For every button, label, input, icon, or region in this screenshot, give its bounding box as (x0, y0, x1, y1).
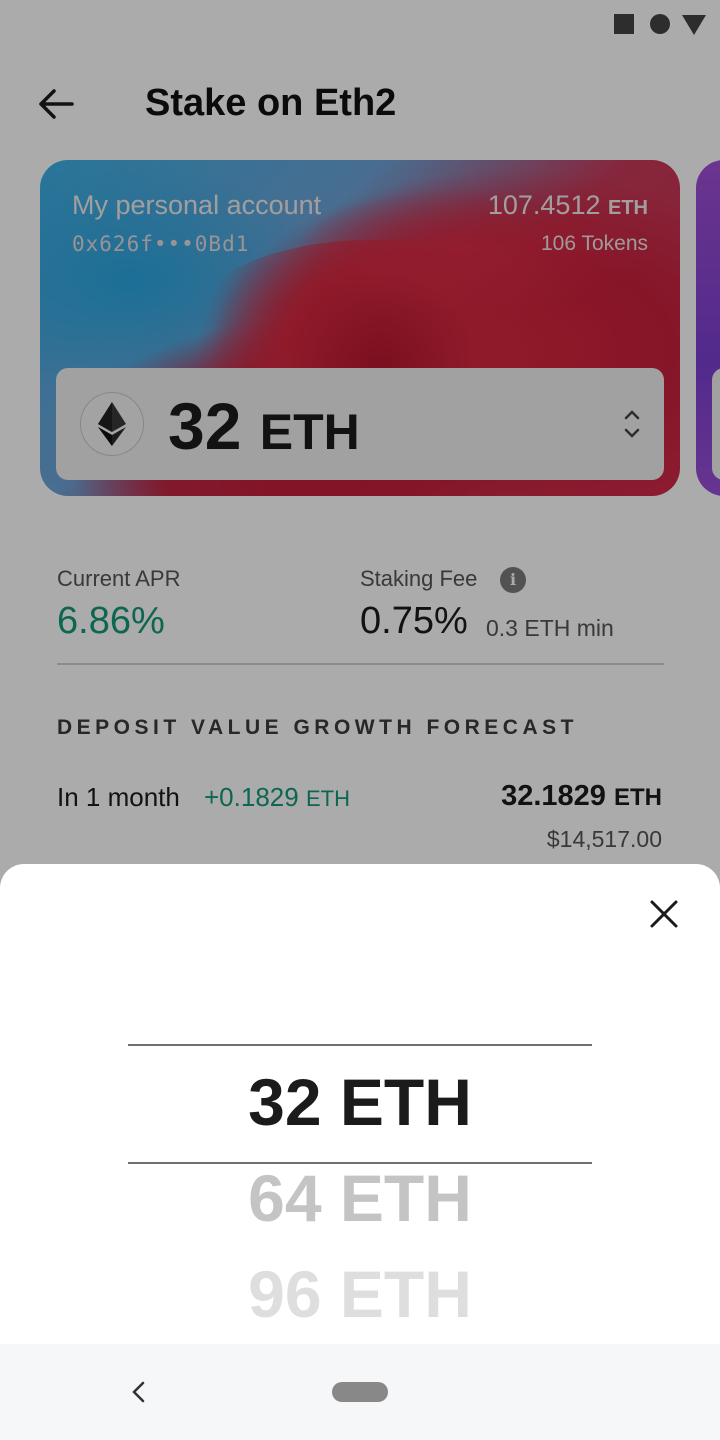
stake-amount-selector[interactable]: 32 ETH (56, 368, 664, 480)
forecast-gain-unit: ETH (305, 786, 350, 811)
stake-amount: 32 ETH (168, 388, 360, 464)
picker-option-unit: ETH (339, 1161, 472, 1235)
account-token-count: 106 Tokens (540, 232, 648, 255)
picker-option[interactable]: 96 ETH (0, 1256, 720, 1332)
arrow-left-icon (39, 89, 74, 119)
info-icon[interactable]: i (500, 567, 526, 593)
picker-option-unit: ETH (339, 1257, 472, 1331)
account-card[interactable]: My personal account 0x626f•••0Bd1 107.45… (40, 160, 680, 496)
amount-picker-sheet: 32 ETH 64 ETH 96 ETH (0, 864, 720, 1344)
staking-fee-label: Staking Fee (360, 566, 478, 591)
picker-option-unit: ETH (339, 1065, 472, 1139)
signal-icon (682, 15, 706, 35)
picker-selection-bottom-line (128, 1162, 592, 1164)
recents-status-icon (614, 14, 634, 34)
nav-home-pill[interactable] (332, 1382, 388, 1402)
forecast-total: 32.1829 ETH (501, 780, 662, 813)
account-balance-value: 107.4512 (487, 190, 601, 220)
account-balance-unit: ETH (608, 197, 648, 219)
close-icon (650, 900, 678, 928)
stake-amount-value: 32 (168, 389, 242, 463)
next-account-amount-box (712, 368, 720, 480)
system-navigation-bar (0, 1344, 720, 1440)
card-background-art (300, 190, 640, 310)
account-address: 0x626f•••0Bd1 (72, 232, 250, 256)
picker-option-value: 64 (248, 1161, 322, 1235)
forecast-total-unit: ETH (614, 784, 662, 811)
status-bar (0, 0, 720, 48)
forecast-period: In 1 month (57, 782, 180, 812)
picker-selection-top-line (128, 1044, 592, 1046)
account-balance: 107.4512 ETH (488, 190, 648, 221)
forecast-gain-value: +0.1829 (204, 782, 299, 812)
apr-label: Current APR (57, 566, 181, 591)
account-name: My personal account (72, 190, 322, 220)
back-button[interactable] (30, 80, 82, 128)
staking-fee-value: 0.75% (360, 600, 468, 642)
nav-back-button[interactable] (124, 1374, 152, 1410)
stake-amount-unit: ETH (259, 404, 360, 460)
forecast-gain: +0.1829 ETH (204, 782, 350, 813)
ethereum-icon (80, 392, 144, 456)
chevron-up-down-icon[interactable] (620, 404, 644, 444)
picker-option-selected[interactable]: 32 ETH (0, 1064, 720, 1140)
picker-option[interactable]: 64 ETH (0, 1160, 720, 1236)
chevron-left-icon (132, 1381, 145, 1403)
staking-fee-minimum: 0.3 ETH min (486, 615, 614, 641)
forecast-title: DEPOSIT VALUE GROWTH FORECAST (57, 716, 578, 739)
picker-option-value: 96 (248, 1257, 322, 1331)
picker-option-value: 32 (248, 1065, 322, 1139)
circle-status-icon (650, 14, 670, 34)
apr-value: 6.86% (57, 600, 165, 642)
divider (57, 663, 664, 665)
forecast-total-value: 32.1829 (501, 780, 606, 812)
forecast-usd-value: $14,517.00 (546, 826, 662, 852)
close-button[interactable] (644, 894, 684, 934)
page-title: Stake on Eth2 (145, 82, 397, 124)
